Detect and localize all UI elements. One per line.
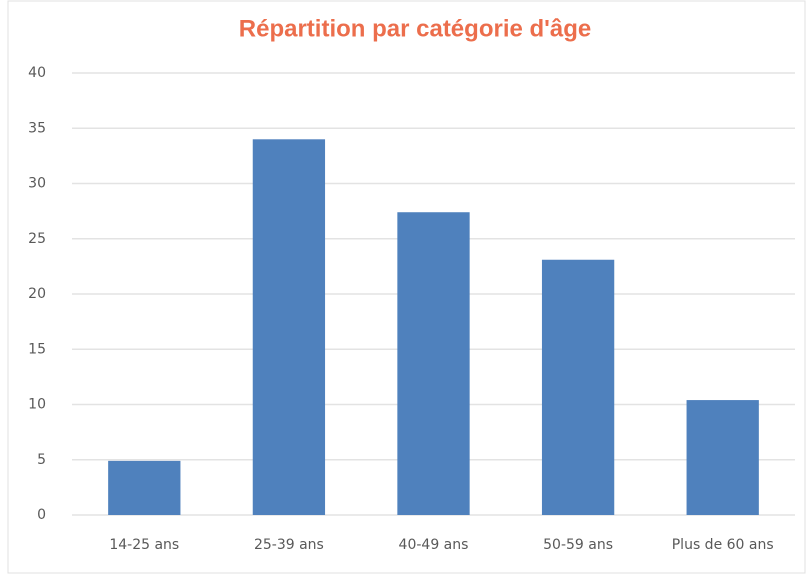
y-tick-label: 20 <box>28 286 46 302</box>
bar <box>541 259 615 515</box>
y-tick-label: 40 <box>28 65 46 81</box>
bar <box>397 212 470 516</box>
y-tick-label: 25 <box>28 231 46 247</box>
bar <box>252 139 326 516</box>
y-tick-label: 10 <box>28 397 46 413</box>
x-tick-label: 50-59 ans <box>543 537 613 553</box>
chart-title: Répartition par catégorie d'âge <box>239 15 591 42</box>
y-tick-label: 5 <box>37 452 46 468</box>
y-tick-label: 15 <box>28 341 46 357</box>
x-tick-label: 14-25 ans <box>109 537 179 553</box>
y-tick-label: 30 <box>28 176 46 192</box>
bar <box>686 400 759 515</box>
bar <box>108 460 181 515</box>
y-tick-label: 35 <box>28 120 46 136</box>
x-tick-label: Plus de 60 ans <box>672 537 774 553</box>
y-tick-label: 0 <box>37 507 46 523</box>
x-tick-label: 40-49 ans <box>399 537 469 553</box>
x-tick-label: 25-39 ans <box>254 537 324 553</box>
